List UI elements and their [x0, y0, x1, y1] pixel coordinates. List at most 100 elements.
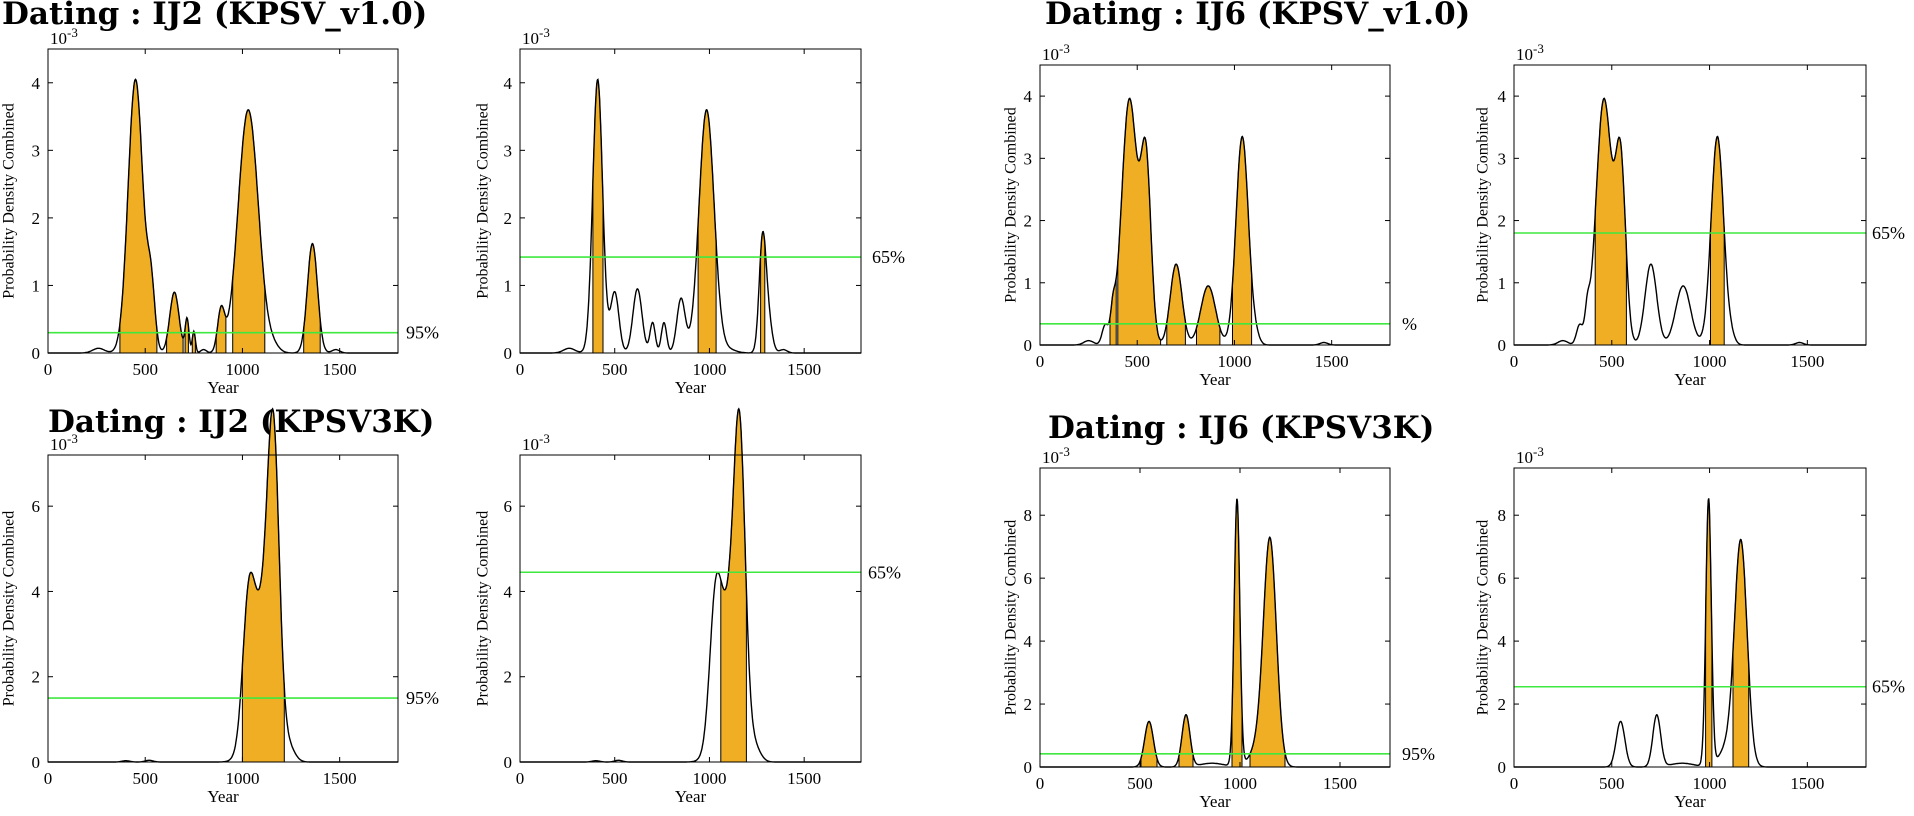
threshold-percent-label: 95% [406, 323, 439, 343]
x-tick-label: 500 [132, 360, 158, 379]
x-tick-label: 500 [602, 769, 628, 788]
x-axis-label: Year [675, 787, 707, 806]
x-tick-label: 1000 [1217, 352, 1251, 371]
chart-panel-7: 0 500 1000 1500 0 2 4 6 8 10-3 Year Probability Den… [1003, 444, 1435, 811]
x-tick-label: 1500 [787, 360, 821, 379]
threshold-percent-label: 95% [406, 688, 439, 708]
chart-panel-8: 0 500 1000 1500 0 2 4 6 8 10-3 Year Probability Den… [1475, 444, 1905, 811]
plot-frame [1039, 467, 1391, 768]
x-tick-label: 0 [1036, 352, 1045, 371]
threshold-percent-label: 65% [868, 562, 901, 582]
shaded-interval-2 [1117, 97, 1162, 346]
heading-ij2-kpsv3k: Dating : IJ2 (KPSV3K) [48, 404, 434, 440]
y-tick-label: 2 [1498, 212, 1507, 231]
chart-panel-1: 0 500 1000 1500 0 1 2 3 4 10-3 Year Probability Den… [1, 25, 439, 397]
y-tick-label: 4 [1024, 632, 1033, 651]
threshold-percent-label: 65% [1872, 677, 1905, 697]
x-tick-label: 1000 [1693, 352, 1727, 371]
plot-frame [1039, 64, 1391, 346]
x-tick-label: 0 [1036, 774, 1045, 793]
chart-panel-6: 0 500 1000 1500 0 2 4 6 10-3 Year Probability Dens… [475, 407, 901, 806]
x-tick-label: 500 [1127, 774, 1153, 793]
threshold-percent-label: 95% [1402, 744, 1435, 764]
y-tick-label: 0 [1498, 336, 1507, 355]
y-tick-label: 8 [1498, 506, 1507, 525]
x-tick-label: 1500 [1790, 774, 1824, 793]
x-tick-label: 500 [602, 360, 628, 379]
threshold-percent-label: % [1402, 314, 1417, 334]
x-tick-label: 1500 [787, 769, 821, 788]
y-tick-label: 2 [1024, 212, 1033, 231]
x-tick-label: 0 [44, 769, 53, 788]
y-tick-label: 3 [32, 141, 41, 160]
shaded-interval-2 [1710, 136, 1725, 346]
x-tick-label: 0 [1510, 352, 1519, 371]
x-tick-label: 500 [1124, 352, 1150, 371]
y-exponent-label: 10-3 [1042, 444, 1070, 467]
y-axis-label: Probability Density Combined [475, 511, 492, 707]
x-axis-label: Year [1674, 370, 1706, 389]
y-tick-label: 6 [504, 497, 513, 516]
density-curve [1514, 498, 1866, 768]
y-tick-label: 3 [1498, 149, 1507, 168]
plot-frame [519, 454, 862, 763]
y-tick-label: 0 [1024, 758, 1033, 777]
chart-panel-2: 0 500 1000 1500 0 1 2 3 4 10-3 Year Probability Den… [475, 25, 905, 397]
x-tick-label: 500 [1599, 352, 1625, 371]
x-tick-label: 1500 [1315, 352, 1349, 371]
y-tick-label: 6 [1498, 569, 1507, 588]
x-tick-label: 1500 [323, 360, 357, 379]
heading-ij2-kpsv-v1: Dating : IJ2 (KPSV_v1.0) [2, 0, 427, 32]
y-tick-label: 0 [1024, 336, 1033, 355]
y-tick-label: 4 [1498, 632, 1507, 651]
y-exponent-label: 10-3 [1042, 41, 1070, 64]
y-tick-label: 3 [1024, 149, 1033, 168]
y-tick-label: 1 [1498, 274, 1507, 293]
x-tick-label: 0 [516, 360, 525, 379]
y-tick-label: 8 [1024, 506, 1033, 525]
y-axis-label: Probability Density Combined [1, 511, 18, 707]
density-curve [520, 407, 861, 763]
density-curve [1514, 97, 1866, 346]
y-axis-label: Probability Density Combined [1003, 520, 1020, 716]
y-tick-label: 1 [504, 276, 513, 295]
x-axis-label: Year [207, 787, 239, 806]
y-tick-label: 2 [32, 209, 41, 228]
x-axis-label: Year [1674, 792, 1706, 811]
plot-frame [1513, 64, 1867, 346]
threshold-percent-label: 65% [872, 247, 905, 267]
y-tick-label: 2 [1498, 695, 1507, 714]
x-axis-label: Year [207, 378, 239, 397]
density-curve [48, 407, 398, 763]
x-tick-label: 1000 [692, 769, 726, 788]
plot-frame [1513, 467, 1867, 768]
y-axis-label: Probability Density Combined [1003, 107, 1020, 303]
x-tick-label: 1000 [225, 360, 259, 379]
density-curve [1040, 498, 1390, 768]
shaded-interval-1 [119, 78, 158, 354]
shaded-interval-2 [697, 109, 717, 354]
y-axis-label: Probability Density Combined [1475, 107, 1492, 303]
y-tick-label: 0 [504, 753, 513, 772]
y-tick-label: 2 [32, 668, 41, 687]
heading-ij6-kpsv-v1: Dating : IJ6 (KPSV_v1.0) [1045, 0, 1470, 32]
threshold-percent-label: 65% [1872, 223, 1905, 243]
x-tick-label: 0 [1510, 774, 1519, 793]
density-curve [1040, 97, 1390, 346]
y-tick-label: 2 [1024, 695, 1033, 714]
chart-panel-3: 0 500 1000 1500 0 1 2 3 4 10-3 Year Probability Den… [1003, 41, 1417, 389]
plot-frame [519, 48, 862, 354]
y-tick-label: 6 [1024, 569, 1033, 588]
x-tick-label: 0 [44, 360, 53, 379]
x-tick-label: 1000 [225, 769, 259, 788]
x-tick-label: 1000 [1693, 774, 1727, 793]
y-tick-label: 4 [504, 74, 513, 93]
y-exponent-label: 10-3 [522, 25, 550, 48]
x-axis-label: Year [675, 378, 707, 397]
plot-frame [47, 454, 399, 763]
y-tick-label: 4 [1024, 87, 1033, 106]
y-tick-label: 1 [32, 276, 41, 295]
density-curve [520, 78, 861, 354]
y-exponent-label: 10-3 [50, 431, 78, 454]
